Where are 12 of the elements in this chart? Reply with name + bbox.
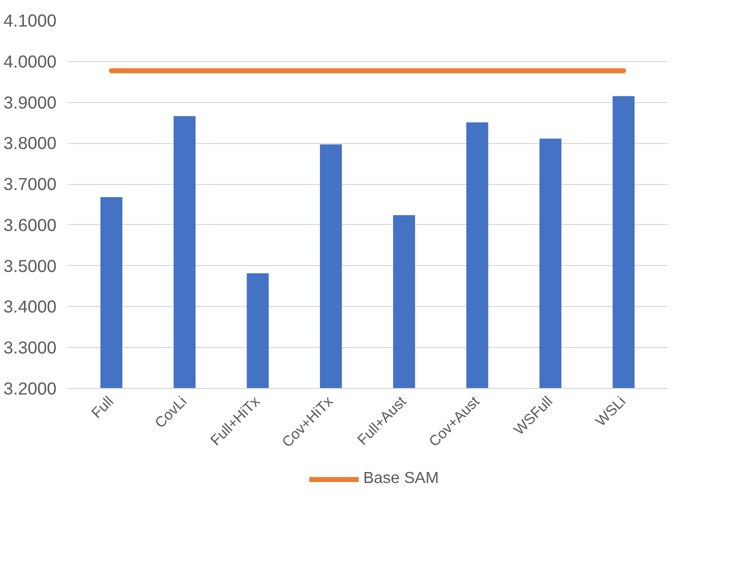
- y-tick-label: 3.2000: [4, 378, 56, 398]
- y-tick-label: 4.0000: [4, 51, 56, 72]
- y-tick-label: 3.3000: [4, 338, 56, 358]
- y-tick-label: 3.4000: [4, 296, 56, 317]
- y-tick-label: 3.7000: [4, 174, 56, 194]
- y-tick-label: 3.6000: [4, 214, 56, 235]
- y-tick-label: 3.9000: [4, 92, 56, 112]
- x-tick-label: Full: [89, 394, 118, 422]
- y-tick-label: 3.5000: [4, 256, 56, 276]
- legend-label: Base SAM: [363, 470, 439, 488]
- y-tick-label: 4.1000: [4, 10, 56, 30]
- y-tick-label: 3.8000: [4, 133, 56, 154]
